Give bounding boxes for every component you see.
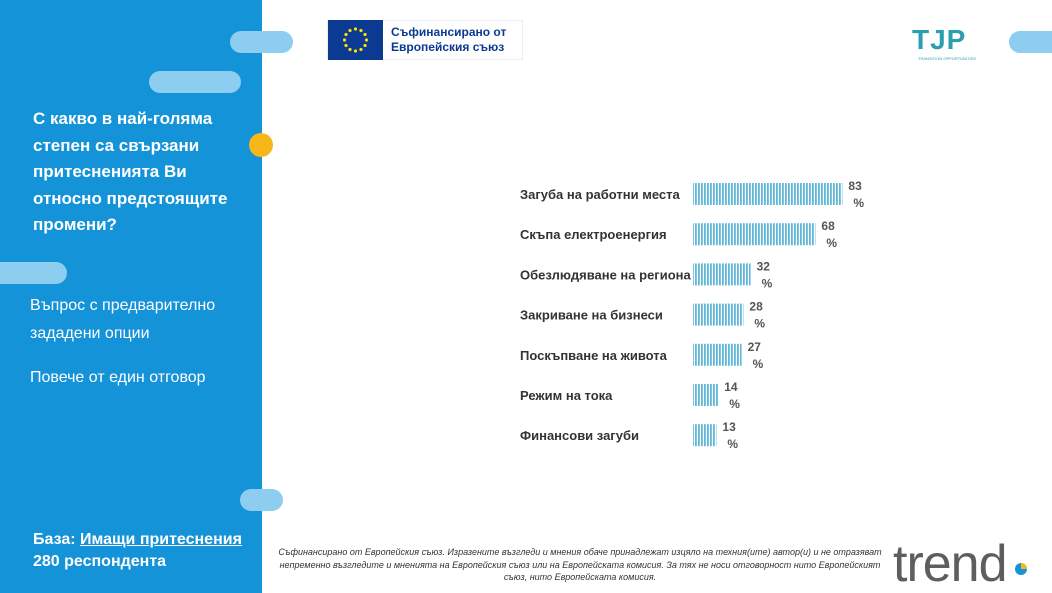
value-label: 83 (848, 179, 862, 193)
tjp-logo-tagline: TRANSITION OPPORTUNITIES (918, 56, 976, 61)
value-label: 32 (757, 259, 771, 273)
bar (693, 343, 742, 366)
value-label: 13 (722, 420, 736, 434)
decorative-pill (149, 71, 241, 93)
value-unit: % (727, 437, 738, 451)
value-unit: % (754, 317, 765, 331)
bar-chart: Загуба на работни места 83% Скъпа електрое… (520, 179, 864, 451)
eu-star (364, 38, 369, 42)
base-count: 280 респондента (33, 553, 167, 570)
trend-logo-dot-accent (1021, 563, 1027, 569)
bar (693, 183, 843, 205)
eu-flag-icon (328, 20, 383, 60)
value-unit: % (762, 276, 773, 290)
decorative-pill (240, 489, 283, 511)
eu-cofunded-logo: Съфинансирано от Европейския съюз (327, 20, 523, 60)
eu-star (359, 28, 363, 33)
category-label: Загуба на работни места (520, 187, 680, 202)
eu-star (353, 49, 358, 53)
category-label: Режим на тока (520, 388, 613, 403)
bar (693, 384, 719, 406)
value-unit: % (729, 397, 740, 411)
category-label: Поскъпване на живота (520, 348, 668, 363)
bar (693, 303, 744, 326)
category-label: Обезлюдяване на региона (520, 267, 691, 282)
base-info: База: Имащи притеснения 280 респондента (33, 529, 253, 573)
category-label: Закриване на бизнеси (520, 308, 663, 323)
eu-star (342, 38, 347, 42)
value-label: 14 (724, 380, 738, 394)
trend-logo: trend (893, 535, 1027, 587)
value-unit: % (853, 196, 864, 210)
value-unit: % (753, 357, 764, 371)
eu-text: Съфинансирано от Европейския съюз (391, 25, 506, 55)
eu-text-line-1: Съфинансирано от (391, 25, 507, 39)
eu-star (348, 47, 352, 52)
eu-star (359, 47, 363, 52)
eu-text-line-2: Европейския съюз (391, 40, 505, 54)
eu-star (344, 32, 348, 37)
eu-star (348, 28, 352, 33)
eu-star (353, 27, 358, 31)
tjp-logo-text: TJP (912, 24, 966, 55)
decorative-pill (0, 262, 67, 284)
decorative-pill (230, 31, 293, 53)
bar (693, 263, 751, 286)
decorative-pill (1009, 31, 1052, 53)
question-type-note: Въпрос с предварително зададени опции (30, 297, 216, 342)
bar (693, 424, 717, 447)
multiple-answer-note: Повече от един отговор (30, 369, 206, 386)
value-label: 28 (749, 300, 763, 314)
value-label: 27 (748, 340, 762, 354)
eu-star (363, 43, 367, 48)
category-label: Скъпа електроенергия (520, 227, 667, 242)
value-label: 68 (821, 219, 835, 233)
value-unit: % (826, 236, 837, 250)
tjp-logo: TJP TRANSITION OPPORTUNITIES (912, 24, 976, 61)
category-label: Финансови загуби (520, 428, 639, 443)
disclaimer: Съфинансирано от Европейския съюз. Израз… (278, 547, 882, 582)
yellow-dot (249, 133, 273, 157)
eu-star (344, 43, 348, 48)
base-label: База: (33, 531, 76, 548)
trend-logo-text: trend (893, 535, 1007, 587)
bar (693, 223, 816, 246)
left-panel: С какво в най-голяма степен са свързани … (0, 0, 293, 593)
base-value: Имащи притеснения (80, 531, 242, 548)
eu-star (363, 32, 367, 37)
question-text: С какво в най-голяма степен са свързани … (33, 109, 228, 234)
